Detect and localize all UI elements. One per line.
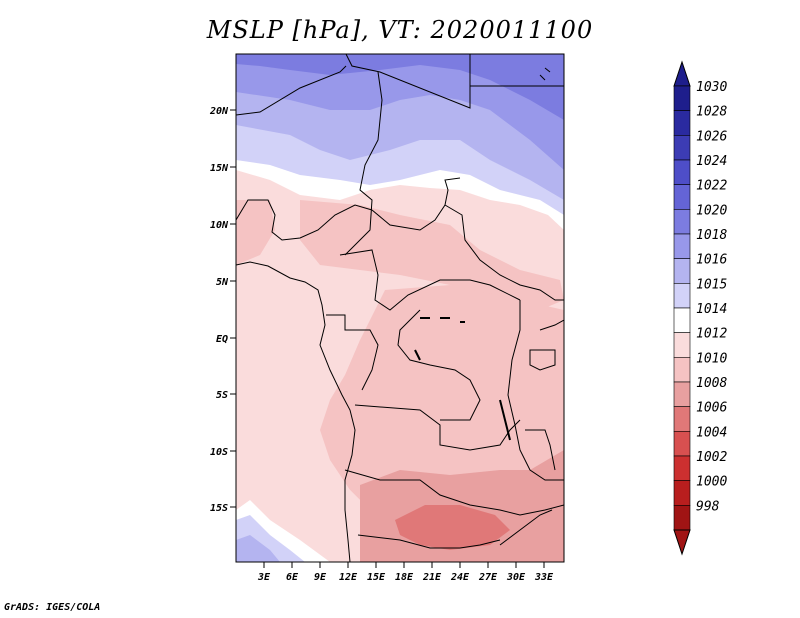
colorbar-label: 1030 xyxy=(696,80,727,95)
grads-credit: GrADS: IGES/COLA xyxy=(4,602,101,613)
pressure-field xyxy=(236,54,564,562)
lat-label: 15S xyxy=(210,503,228,514)
lon-label: 6E xyxy=(286,572,299,583)
colorbar-top-arrow xyxy=(673,60,691,87)
latitude-axis: 20N 15N 10N 5N EQ 5S 10S 15S xyxy=(209,106,236,514)
colorbar-label: 1020 xyxy=(696,203,727,218)
longitude-axis: 3E 6E 9E 12E 15E 18E 21E 24E 27E 30E 33E xyxy=(257,562,554,583)
colorbar-label: 1002 xyxy=(696,450,727,465)
colorbar-swatch xyxy=(673,357,691,383)
lon-label: 3E xyxy=(257,572,271,583)
colorbar-swatch xyxy=(673,332,691,358)
colorbar-label: 1006 xyxy=(696,401,727,416)
map-title: MSLP [hPa], VT: 2020011100 xyxy=(206,16,594,44)
band-1020-north xyxy=(236,54,564,120)
lon-label: 33E xyxy=(534,572,554,583)
colorbar-bottom-arrow xyxy=(673,529,691,556)
colorbar-swatch xyxy=(673,159,691,185)
colorbar-swatch xyxy=(673,209,691,235)
colorbar-label: 1014 xyxy=(696,302,727,317)
colorbar-swatch xyxy=(673,480,691,506)
colorbar-swatch xyxy=(673,455,691,481)
lon-label: 27E xyxy=(478,572,498,583)
colorbar-swatch xyxy=(673,233,691,259)
colorbar-label: 1024 xyxy=(696,154,727,169)
band-1006-low xyxy=(395,505,510,550)
lon-label: 15E xyxy=(367,572,386,583)
colorbar-label: 1026 xyxy=(696,129,727,144)
colorbar-label: 998 xyxy=(696,499,720,514)
colorbar-swatch xyxy=(673,431,691,457)
map-frame xyxy=(235,53,565,563)
lat-label: EQ xyxy=(216,334,228,345)
colorbar-swatch xyxy=(673,505,691,531)
band-1012-southwest xyxy=(236,430,470,562)
colorbar-swatch xyxy=(673,258,691,284)
colorbar-swatch xyxy=(673,307,691,333)
colorbar-swatch xyxy=(673,85,691,111)
lat-label: 15N xyxy=(210,163,229,174)
colorbar-swatch xyxy=(673,283,691,309)
colorbar-label: 1008 xyxy=(696,376,727,391)
lat-label: 5N xyxy=(216,277,229,288)
lat-label: 10S xyxy=(210,447,228,458)
lon-label: 18E xyxy=(395,572,414,583)
colorbar-label: 1004 xyxy=(696,425,727,440)
colorbar-swatch xyxy=(673,135,691,161)
colorbar-swatch xyxy=(673,381,691,407)
colorbar-swatch xyxy=(673,110,691,136)
colorbar-label: 1012 xyxy=(696,327,727,342)
colorbar-label: 1018 xyxy=(696,228,727,243)
lon-label: 12E xyxy=(339,572,358,583)
colorbar-label: 1016 xyxy=(696,253,727,268)
lon-label: 9E xyxy=(314,572,327,583)
colorbar-swatch xyxy=(673,184,691,210)
colorbar-label: 1000 xyxy=(696,475,727,490)
coastlines-borders xyxy=(236,54,564,562)
colorbar-label: 1028 xyxy=(696,105,727,120)
colorbar-label: 1022 xyxy=(696,179,727,194)
lat-label: 5S xyxy=(216,390,228,401)
colorbar-label: 1010 xyxy=(696,351,727,366)
band-1018-north xyxy=(236,54,564,170)
lon-label: 30E xyxy=(506,572,526,583)
lon-label: 24E xyxy=(450,572,470,583)
colorbar: 1030 1028 1026 1024 1022 1020 1018 1016 1015 1014… xyxy=(673,60,727,556)
lon-label: 21E xyxy=(422,572,442,583)
band-1010-west xyxy=(236,200,275,265)
colorbar-label: 1015 xyxy=(696,277,727,292)
colorbar-swatch xyxy=(673,406,691,432)
lat-label: 10N xyxy=(210,220,229,231)
band-1010-central-north xyxy=(300,200,564,310)
band-1016-southwest xyxy=(236,535,280,562)
lat-label: 20N xyxy=(209,106,229,117)
